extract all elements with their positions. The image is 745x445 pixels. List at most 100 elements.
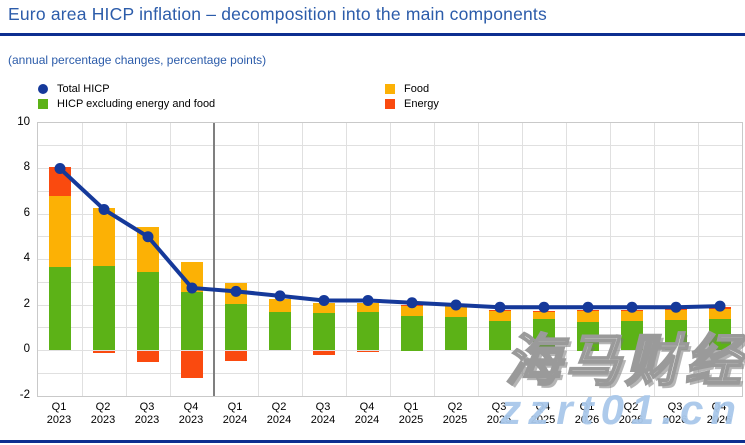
core-swatch-icon [38, 99, 48, 109]
bar-segment-hicp-excluding-energy-and-food [577, 322, 599, 351]
bar-segment-food [665, 309, 687, 321]
gridline-vertical [346, 123, 347, 396]
legend-label-core: HICP excluding energy and food [57, 98, 216, 110]
total-hicp-point [274, 290, 286, 302]
x-tick-quarter: Q3 [139, 401, 155, 413]
bar-segment-hicp-excluding-energy-and-food [49, 267, 71, 351]
x-tick-label: Q1 2023 [37, 401, 81, 427]
total-hicp-point [230, 285, 242, 297]
x-tick-quarter: Q3 [491, 401, 507, 413]
x-tick-label: Q3 2025 [477, 401, 521, 427]
x-tick-quarter: Q2 [271, 401, 287, 413]
bar-segment-hicp-excluding-energy-and-food [269, 311, 291, 351]
y-tick-label: 6 [23, 206, 30, 219]
x-tick-year: 2025 [486, 414, 512, 426]
x-tick-quarter: Q4 [183, 401, 199, 413]
bar-segment-food [709, 308, 731, 320]
total-hicp-point [318, 294, 330, 306]
x-tick-year: 2026 [574, 414, 600, 426]
x-tick-label: Q4 2023 [169, 401, 213, 427]
gridline-vertical [126, 123, 127, 396]
chart-plot-area [37, 122, 743, 397]
bar-segment-energy [357, 350, 379, 352]
gridline-vertical [390, 123, 391, 396]
total-hicp-point [362, 294, 374, 306]
bar-segment-energy [93, 350, 115, 353]
bar-segment-food [137, 226, 159, 272]
gridline-vertical [610, 123, 611, 396]
total-hicp-line [54, 163, 726, 313]
gridline-vertical [434, 123, 435, 396]
bar-segment-hicp-excluding-energy-and-food [181, 292, 203, 351]
x-tick-year: 2024 [310, 414, 336, 426]
bar-segment-food [577, 310, 599, 323]
x-tick-label: Q1 2026 [565, 401, 609, 427]
total-hicp-point [186, 282, 198, 294]
x-tick-year: 2023 [134, 414, 160, 426]
x-tick-label: Q2 2025 [433, 401, 477, 427]
y-tick-label: 2 [23, 297, 30, 310]
x-tick-quarter: Q4 [535, 401, 551, 413]
total-hicp-point [494, 301, 506, 313]
gridline-vertical [654, 123, 655, 396]
footer-divider [0, 440, 745, 443]
y-tick-label: 4 [23, 252, 30, 264]
x-tick-year: 2025 [530, 414, 556, 426]
x-tick-year: 2026 [618, 414, 644, 426]
x-tick-year: 2023 [178, 414, 204, 426]
total-hicp-point [54, 163, 66, 174]
bar-segment-hicp-excluding-energy-and-food [621, 320, 643, 351]
x-tick-quarter: Q1 [227, 401, 243, 413]
x-tick-quarter: Q2 [623, 401, 639, 413]
x-tick-quarter: Q4 [711, 401, 727, 413]
x-tick-label: Q2 2023 [81, 401, 125, 427]
y-tick-label: 10 [17, 115, 30, 128]
gridline-vertical [478, 123, 479, 396]
x-tick-label: Q1 2025 [389, 401, 433, 427]
gridline-vertical [302, 123, 303, 396]
x-tick-year: 2024 [266, 414, 292, 426]
total-hicp-point [714, 300, 726, 312]
bar-segment-food [269, 298, 291, 312]
total-hicp-point [142, 231, 154, 243]
legend-label-total-hicp: Total HICP [57, 83, 110, 95]
bar-segment-food [401, 306, 423, 317]
bar-segment-food [313, 302, 335, 313]
bar-segment-hicp-excluding-energy-and-food [313, 312, 335, 351]
x-tick-year: 2024 [222, 414, 248, 426]
gridline-vertical [698, 123, 699, 396]
x-tick-year: 2023 [46, 414, 72, 426]
total-hicp-dot-icon [38, 84, 48, 94]
x-tick-label: Q3 2023 [125, 401, 169, 427]
legend-label-energy: Energy [404, 98, 439, 110]
x-tick-quarter: Q3 [315, 401, 331, 413]
bar-segment-hicp-excluding-energy-and-food [225, 303, 247, 351]
y-tick-label: -2 [19, 388, 30, 401]
gridline-vertical [566, 123, 567, 396]
food-swatch-icon [385, 84, 395, 94]
bar-segment-food [621, 310, 643, 321]
title-divider [0, 33, 745, 36]
bar-segment-food [93, 208, 115, 267]
x-tick-label: Q3 2024 [301, 401, 345, 427]
bar-segment-energy [137, 350, 159, 362]
x-tick-label: Q3 2026 [653, 401, 697, 427]
y-tick-label: 8 [23, 161, 30, 173]
total-hicp-point [626, 301, 638, 313]
x-tick-label: Q2 2026 [609, 401, 653, 427]
x-tick-year: 2025 [442, 414, 468, 426]
bar-segment-food [489, 311, 511, 321]
bar-segment-energy [313, 350, 335, 355]
total-hicp-point [450, 299, 462, 311]
total-hicp-point [406, 297, 418, 309]
x-tick-label: Q1 2024 [213, 401, 257, 427]
bar-segment-hicp-excluding-energy-and-food [357, 311, 379, 351]
x-tick-year: 2026 [706, 414, 732, 426]
bar-segment-hicp-excluding-energy-and-food [709, 319, 731, 351]
legend-label-food: Food [404, 83, 430, 95]
bar-segment-food [49, 195, 71, 268]
bar-segment-hicp-excluding-energy-and-food [533, 319, 555, 351]
bar-segment-food [181, 261, 203, 293]
total-hicp-point [538, 301, 550, 313]
